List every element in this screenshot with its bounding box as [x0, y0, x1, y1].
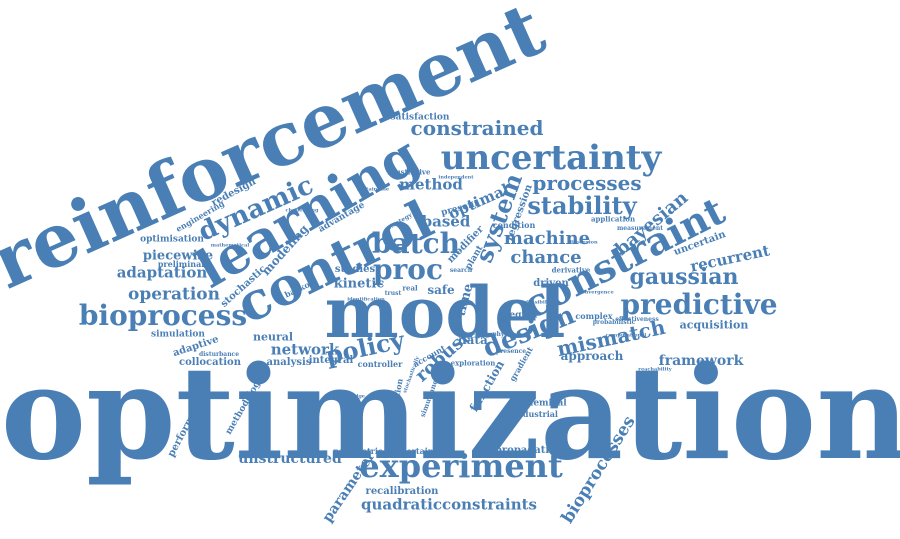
cloud-word: derivative [551, 265, 591, 275]
cloud-word: complex [575, 311, 613, 321]
cloud-word: data [458, 333, 488, 347]
cloud-word: effectiveness [615, 316, 659, 323]
cloud-word: knowledge [335, 393, 365, 400]
cloud-word: dimension [568, 239, 598, 246]
cloud-word: unstructured [238, 451, 342, 467]
cloud-word: challenging [285, 207, 319, 214]
cloud-word: chemical [521, 398, 567, 409]
cloud-word: trust [384, 290, 402, 297]
cloud-word: method [399, 175, 463, 194]
cloud-word: simulation [151, 329, 205, 340]
cloud-word: illustrative [387, 167, 431, 177]
cloud-word: satisfaction [390, 112, 450, 123]
cloud-word: predictive [620, 288, 778, 321]
cloud-word: neural [252, 330, 294, 344]
cloud-word: physic [492, 331, 514, 338]
cloud-word: case [470, 330, 490, 340]
cloud-word: controller [357, 359, 403, 369]
cloud-word: bioprocess [78, 299, 248, 332]
cloud-word: preliminary [157, 259, 211, 269]
cloud-word: uncertainties [390, 446, 450, 456]
cloud-word: parametric [333, 446, 383, 456]
cloud-word: uncertainty [440, 138, 662, 178]
cloud-word: piecewise [142, 248, 214, 264]
cloud-word: constrained [410, 116, 544, 140]
cloud-word: kinetic [333, 276, 385, 292]
cloud-word: mathematical [210, 242, 250, 249]
cloud-word: propagation [494, 445, 564, 456]
cloud-word: machine [503, 228, 591, 249]
cloud-word: optimization [0, 339, 900, 489]
cloud-word: stability [527, 191, 637, 220]
cloud-word: gaussian [629, 264, 739, 290]
cloud-word: region [504, 310, 538, 321]
cloud-word: reachability [638, 366, 672, 373]
cloud-word: independent [438, 174, 474, 181]
cloud-word: hybrid [434, 371, 454, 378]
cloud-word: analysis [266, 357, 312, 368]
cloud-word: chance [510, 247, 582, 268]
cloud-word: collocation [179, 357, 241, 368]
cloud-word: exploration [450, 358, 496, 368]
cloud-word: search [449, 267, 473, 274]
cloud-word: probabilistic [592, 319, 636, 326]
cloud-word: identification [347, 296, 385, 303]
cloud-word: safe [427, 283, 455, 297]
cloud-word: presence [495, 348, 527, 355]
cloud-word: recalibration [365, 486, 439, 497]
cloud-word: condition [492, 220, 536, 230]
cloud-word: framework [658, 353, 744, 369]
cloud-word: approach [560, 349, 624, 363]
cloud-word: sustainable [356, 186, 390, 193]
cloud-word: disturbance [198, 351, 240, 358]
cloud-word: acquisition [679, 318, 749, 332]
cloud-word: feasibility [526, 299, 554, 306]
cloud-word: studies [334, 264, 376, 275]
cloud-word: proc [372, 253, 444, 286]
cloud-word: experiment [359, 447, 563, 485]
cloud-word: model [324, 271, 566, 354]
cloud-word: integral [308, 355, 354, 366]
cloud-word: real [402, 283, 418, 293]
cloud-word: network [270, 340, 340, 359]
cloud-word: industrial [514, 409, 558, 419]
cloud-word: adaptation [116, 263, 208, 282]
cloud-word: quadraticconstraints [360, 495, 538, 514]
cloud-word: processes [532, 171, 642, 195]
cloud-word: operation [127, 284, 221, 305]
cloud-word: convergence [578, 289, 614, 296]
cloud-word: measurement [616, 225, 664, 232]
cloud-word: computational [605, 332, 647, 339]
cloud-word: batch [371, 227, 461, 260]
cloud-word: optimisation [140, 234, 204, 245]
cloud-word: driven [533, 278, 569, 289]
cloud-word: based [421, 212, 471, 231]
cloud-word: application [590, 214, 636, 224]
